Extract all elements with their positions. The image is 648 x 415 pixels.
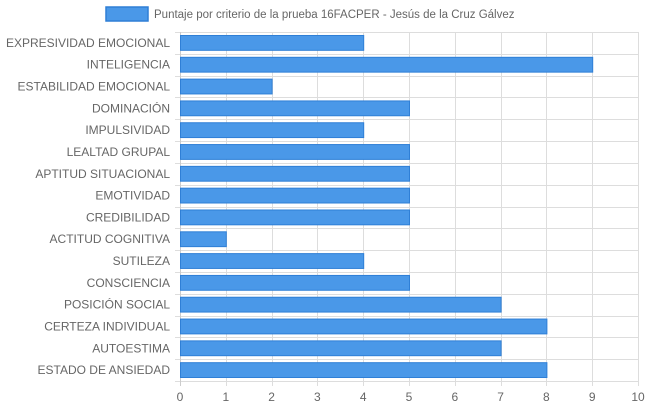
category-label: ESTADO DE ANSIEDAD — [38, 363, 171, 377]
x-axis-ticks: 0 1 2 3 4 5 6 7 8 9 10 — [177, 390, 645, 404]
category-label: SUTILEZA — [113, 254, 170, 268]
bar[interactable] — [180, 274, 410, 291]
x-tick-label: 2 — [268, 390, 275, 404]
legend[interactable]: Puntaje por criterio de la prueba 16FACP… — [105, 6, 515, 22]
category-label: CERTEZA INDIVIDUAL — [44, 319, 170, 333]
legend-swatch[interactable] — [105, 6, 149, 22]
x-tick-label: 3 — [314, 390, 321, 404]
legend-label[interactable]: Puntaje por criterio de la prueba 16FACP… — [154, 9, 515, 21]
bar[interactable] — [180, 340, 502, 357]
x-tick-label: 7 — [497, 390, 504, 404]
category-label: INTELIGENCIA — [87, 58, 170, 72]
category-label: POSICIÓN SOCIAL — [64, 297, 170, 312]
x-tick-label: 4 — [360, 390, 367, 404]
category-label: ACTITUD COGNITIVA — [50, 232, 170, 246]
x-tick-label: 10 — [631, 390, 645, 404]
bar[interactable] — [180, 231, 227, 248]
category-label: ESTABILIDAD EMOCIONAL — [18, 80, 171, 94]
bars — [180, 34, 594, 379]
category-label: IMPULSIVIDAD — [85, 123, 170, 137]
category-label: EXPRESIVIDAD EMOCIONAL — [6, 36, 170, 50]
bar[interactable] — [180, 34, 365, 51]
bar[interactable] — [180, 209, 410, 226]
bar[interactable] — [180, 296, 502, 313]
bar[interactable] — [180, 56, 594, 73]
bar[interactable] — [180, 253, 365, 269]
bar[interactable] — [180, 144, 410, 160]
x-tick-label: 5 — [406, 390, 413, 404]
bar[interactable] — [180, 187, 410, 204]
bar[interactable] — [180, 100, 410, 117]
category-label: AUTOESTIMA — [92, 341, 170, 355]
gridlines — [175, 32, 639, 386]
category-label: APTITUD SITUACIONAL — [35, 167, 170, 181]
bar[interactable] — [180, 362, 548, 379]
bar[interactable] — [180, 78, 273, 95]
x-tick-label: 8 — [543, 390, 550, 404]
x-tick-label: 9 — [589, 390, 596, 404]
bar[interactable] — [180, 318, 548, 335]
x-tick-label: 0 — [177, 390, 184, 404]
x-tick-label: 1 — [222, 390, 229, 404]
category-label: DOMINACIÓN — [92, 100, 170, 115]
category-labels: EXPRESIVIDAD EMOCIONAL INTELIGENCIA ESTABI… — [6, 36, 170, 377]
category-label: LEALTAD GRUPAL — [67, 145, 171, 159]
x-tick-label: 6 — [451, 390, 458, 404]
bar[interactable] — [180, 122, 365, 139]
category-label: CONSCIENCIA — [87, 276, 170, 290]
category-label: EMOTIVIDAD — [95, 189, 170, 203]
category-label: CREDIBILIDAD — [86, 210, 170, 224]
bar[interactable] — [180, 165, 410, 182]
